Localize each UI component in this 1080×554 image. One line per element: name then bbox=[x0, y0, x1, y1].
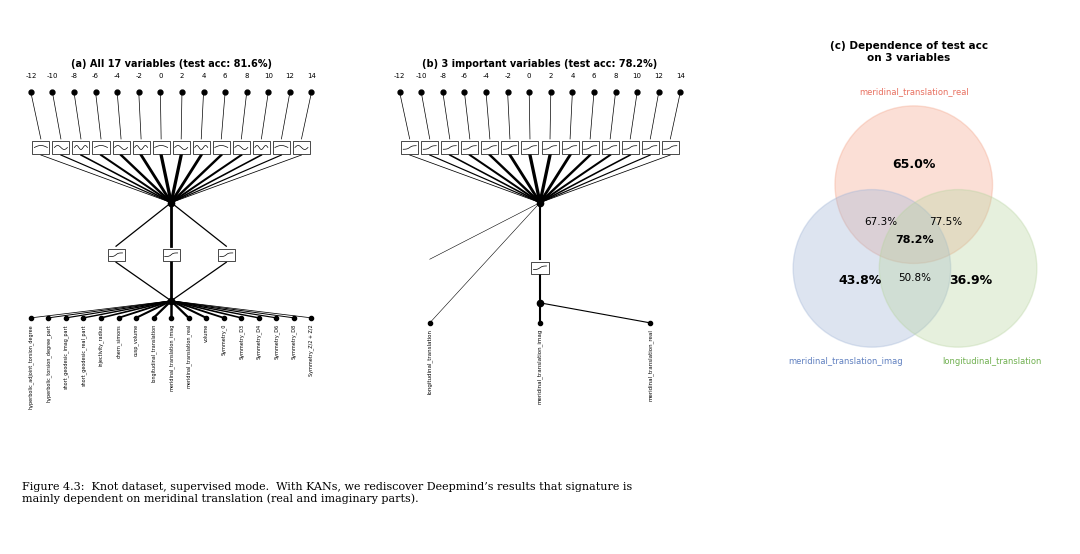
Text: 6: 6 bbox=[222, 73, 228, 79]
FancyBboxPatch shape bbox=[218, 249, 234, 261]
FancyBboxPatch shape bbox=[562, 141, 579, 153]
Text: 78.2%: 78.2% bbox=[895, 235, 934, 245]
FancyBboxPatch shape bbox=[461, 141, 478, 153]
FancyBboxPatch shape bbox=[133, 141, 150, 153]
Circle shape bbox=[793, 189, 950, 347]
Circle shape bbox=[879, 189, 1037, 347]
FancyBboxPatch shape bbox=[273, 141, 289, 153]
Text: longitudinal_translation: longitudinal_translation bbox=[427, 329, 433, 394]
FancyBboxPatch shape bbox=[173, 141, 190, 153]
Text: injectivity_radius: injectivity_radius bbox=[98, 324, 104, 366]
FancyBboxPatch shape bbox=[93, 141, 109, 153]
FancyBboxPatch shape bbox=[442, 141, 458, 153]
Text: -8: -8 bbox=[440, 73, 446, 79]
FancyBboxPatch shape bbox=[662, 141, 679, 153]
Text: -8: -8 bbox=[70, 73, 78, 79]
Text: 12: 12 bbox=[285, 73, 295, 79]
Text: 50.8%: 50.8% bbox=[899, 273, 931, 283]
Text: -12: -12 bbox=[394, 73, 405, 79]
Title: (a) All 17 variables (test acc: 81.6%): (a) All 17 variables (test acc: 81.6%) bbox=[70, 59, 272, 69]
Text: meridinal_translation_imag: meridinal_translation_imag bbox=[788, 357, 903, 366]
FancyBboxPatch shape bbox=[582, 141, 598, 153]
Text: 6: 6 bbox=[592, 73, 596, 79]
Text: 67.3%: 67.3% bbox=[864, 217, 897, 227]
FancyBboxPatch shape bbox=[501, 141, 518, 153]
Title: (c) Dependence of test acc
on 3 variables: (c) Dependence of test acc on 3 variable… bbox=[829, 42, 988, 63]
FancyBboxPatch shape bbox=[293, 141, 310, 153]
Text: Symmetry_D6: Symmetry_D6 bbox=[273, 324, 280, 359]
FancyBboxPatch shape bbox=[602, 141, 619, 153]
Text: 36.9%: 36.9% bbox=[949, 274, 991, 287]
Text: longitudinal_translation: longitudinal_translation bbox=[151, 324, 157, 382]
Text: 14: 14 bbox=[676, 73, 685, 79]
Text: Figure 4.3:  Knot dataset, supervised mode.  With KANs, we rediscover Deepmind’s: Figure 4.3: Knot dataset, supervised mod… bbox=[22, 482, 632, 504]
FancyBboxPatch shape bbox=[213, 141, 230, 153]
Text: -2: -2 bbox=[504, 73, 511, 79]
Text: hyperbolic_adjoint_torsion_degree: hyperbolic_adjoint_torsion_degree bbox=[28, 324, 33, 408]
Text: -12: -12 bbox=[25, 73, 37, 79]
Text: meridinal_translation_imag: meridinal_translation_imag bbox=[537, 329, 543, 404]
FancyBboxPatch shape bbox=[233, 141, 249, 153]
Title: (b) 3 important variables (test acc: 78.2%): (b) 3 important variables (test acc: 78.… bbox=[422, 59, 658, 69]
Text: 8: 8 bbox=[613, 73, 618, 79]
Text: chern_simons: chern_simons bbox=[116, 324, 121, 358]
Text: Symmetry_D4: Symmetry_D4 bbox=[256, 324, 261, 359]
Text: meridinal_translation_real: meridinal_translation_real bbox=[859, 87, 969, 96]
FancyBboxPatch shape bbox=[152, 141, 170, 153]
FancyBboxPatch shape bbox=[108, 249, 124, 261]
Text: 10: 10 bbox=[633, 73, 642, 79]
Text: 2: 2 bbox=[179, 73, 185, 79]
Text: 65.0%: 65.0% bbox=[892, 158, 935, 172]
Text: Symmetry_D8: Symmetry_D8 bbox=[292, 324, 297, 359]
Circle shape bbox=[835, 106, 993, 264]
Text: 4: 4 bbox=[570, 73, 575, 79]
Text: -6: -6 bbox=[92, 73, 99, 79]
FancyBboxPatch shape bbox=[531, 261, 549, 274]
Text: 0: 0 bbox=[527, 73, 531, 79]
Text: hyperbolic_torsion_degree_part: hyperbolic_torsion_degree_part bbox=[45, 324, 51, 402]
FancyBboxPatch shape bbox=[32, 141, 50, 153]
Text: 14: 14 bbox=[307, 73, 316, 79]
Text: 2: 2 bbox=[549, 73, 553, 79]
Text: meridinal_translation_real: meridinal_translation_real bbox=[647, 329, 653, 401]
FancyBboxPatch shape bbox=[192, 141, 210, 153]
Text: 77.5%: 77.5% bbox=[929, 217, 962, 227]
FancyBboxPatch shape bbox=[522, 141, 539, 153]
Text: -10: -10 bbox=[46, 73, 58, 79]
Text: cusp_volume: cusp_volume bbox=[133, 324, 139, 356]
Text: Symmetry_0: Symmetry_0 bbox=[221, 324, 227, 355]
Text: 0: 0 bbox=[158, 73, 163, 79]
Text: 8: 8 bbox=[244, 73, 249, 79]
Text: 12: 12 bbox=[654, 73, 663, 79]
FancyBboxPatch shape bbox=[53, 141, 69, 153]
Text: Symmetry_D3: Symmetry_D3 bbox=[239, 324, 244, 359]
FancyBboxPatch shape bbox=[163, 249, 179, 261]
FancyBboxPatch shape bbox=[482, 141, 498, 153]
Text: short_geodesic_real_part: short_geodesic_real_part bbox=[81, 324, 86, 386]
Text: volume: volume bbox=[204, 324, 208, 342]
Text: meridinal_translation_real: meridinal_translation_real bbox=[186, 324, 191, 388]
FancyBboxPatch shape bbox=[622, 141, 638, 153]
FancyBboxPatch shape bbox=[112, 141, 130, 153]
Text: 43.8%: 43.8% bbox=[838, 274, 881, 287]
Text: -2: -2 bbox=[135, 73, 143, 79]
Text: longitudinal_translation: longitudinal_translation bbox=[943, 357, 1042, 366]
FancyBboxPatch shape bbox=[253, 141, 270, 153]
Text: 4: 4 bbox=[201, 73, 205, 79]
FancyBboxPatch shape bbox=[401, 141, 418, 153]
Text: -10: -10 bbox=[416, 73, 427, 79]
FancyBboxPatch shape bbox=[72, 141, 90, 153]
Text: -6: -6 bbox=[461, 73, 468, 79]
Text: 10: 10 bbox=[264, 73, 273, 79]
Text: short_geodesic_imag_part: short_geodesic_imag_part bbox=[63, 324, 69, 388]
FancyBboxPatch shape bbox=[642, 141, 659, 153]
FancyBboxPatch shape bbox=[421, 141, 438, 153]
Text: -4: -4 bbox=[483, 73, 489, 79]
Text: Symmetry_Z/2 + Z/2: Symmetry_Z/2 + Z/2 bbox=[309, 324, 314, 376]
FancyBboxPatch shape bbox=[541, 141, 558, 153]
Text: -4: -4 bbox=[113, 73, 121, 79]
Text: meridinal_translation_imag: meridinal_translation_imag bbox=[168, 324, 174, 391]
